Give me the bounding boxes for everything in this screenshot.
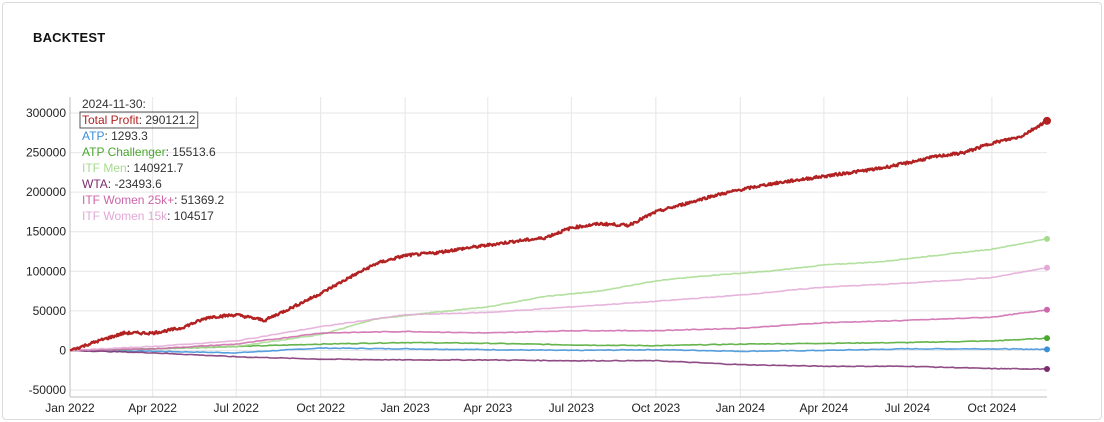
series-endpoint-itf-women-15k bbox=[1044, 264, 1050, 271]
legend-item-total-profit: Total Profit: 290121.2 bbox=[82, 113, 196, 127]
legend-series-value: : 104517 bbox=[167, 209, 214, 223]
x-tick-label: Jan 2022 bbox=[45, 401, 95, 415]
series-endpoint-atp bbox=[1044, 346, 1050, 353]
legend-item-atp-challenger: ATP Challenger: 15513.6 bbox=[82, 145, 216, 159]
x-tick-label: Jan 2023 bbox=[380, 401, 430, 415]
series-endpoint-total-profit bbox=[1043, 116, 1051, 125]
legend-series-name: ITF Women 15k bbox=[82, 209, 168, 223]
series-endpoint-wta bbox=[1044, 366, 1050, 373]
y-tick-label: 50000 bbox=[33, 304, 67, 318]
x-tick-label: Oct 2022 bbox=[296, 401, 345, 415]
x-tick-label: Oct 2023 bbox=[631, 401, 680, 415]
panel-title: BACKTEST bbox=[33, 30, 106, 45]
legend-series-name: ATP bbox=[82, 129, 104, 143]
y-tick-label: 150000 bbox=[26, 225, 66, 239]
legend-series-value: : 140921.7 bbox=[127, 161, 184, 175]
y-tick-label: 250000 bbox=[26, 146, 66, 160]
legend-series-name: Total Profit bbox=[82, 113, 139, 127]
series-endpoint-itf-men bbox=[1044, 235, 1050, 242]
legend-series-value: : -23493.6 bbox=[108, 177, 162, 191]
legend-item-itf-women-25k: ITF Women 25k+: 51369.2 bbox=[82, 193, 225, 207]
x-tick-label: Apr 2022 bbox=[128, 401, 177, 415]
legend-series-name: ITF Men bbox=[82, 161, 127, 175]
legend-series-name: WTA bbox=[82, 177, 108, 191]
series-line-atp bbox=[69, 347, 1048, 354]
x-tick-label: Oct 2024 bbox=[968, 401, 1017, 415]
legend-series-name: ATP Challenger bbox=[82, 145, 166, 159]
series-endpoint-itf-women-25k bbox=[1044, 306, 1050, 313]
legend-series-value: : 1293.3 bbox=[104, 129, 148, 143]
y-tick-label: 300000 bbox=[26, 106, 66, 120]
legend-series-value: : 51369.2 bbox=[174, 193, 224, 207]
legend-series-value: : 15513.6 bbox=[166, 145, 216, 159]
x-tick-label: Jan 2024 bbox=[716, 401, 766, 415]
y-tick-label: 0 bbox=[59, 343, 66, 357]
legend-series-name: ITF Women 25k+ bbox=[82, 193, 174, 207]
series-endpoint-atp-challenger bbox=[1044, 335, 1050, 342]
legend-item-itf-men: ITF Men: 140921.7 bbox=[82, 161, 184, 175]
x-tick-label: Apr 2023 bbox=[463, 401, 512, 415]
y-tick-label: 100000 bbox=[26, 264, 66, 278]
y-tick-label: -50000 bbox=[29, 383, 67, 397]
x-tick-label: Jul 2022 bbox=[214, 401, 260, 415]
series-line-itf-women-25k bbox=[70, 309, 1048, 352]
legend-series-value: : 290121.2 bbox=[139, 113, 196, 127]
legend-date: 2024-11-30: bbox=[82, 97, 146, 111]
x-tick-label: Apr 2024 bbox=[800, 401, 849, 415]
series-line-wta bbox=[69, 349, 1048, 371]
y-tick-label: 200000 bbox=[26, 185, 66, 199]
series-line-itf-men bbox=[70, 238, 1048, 352]
x-tick-label: Jul 2023 bbox=[549, 401, 595, 415]
series-line-itf-women-15k bbox=[69, 266, 1048, 352]
legend-item-itf-women-15k: ITF Women 15k: 104517 bbox=[82, 209, 214, 223]
legend-item-atp: ATP: 1293.3 bbox=[82, 129, 148, 143]
legend-highlight-box bbox=[79, 111, 199, 129]
series-line-total-profit bbox=[69, 119, 1048, 352]
legend-item-wta: WTA: -23493.6 bbox=[82, 177, 162, 191]
x-tick-label: Jul 2024 bbox=[885, 401, 931, 415]
